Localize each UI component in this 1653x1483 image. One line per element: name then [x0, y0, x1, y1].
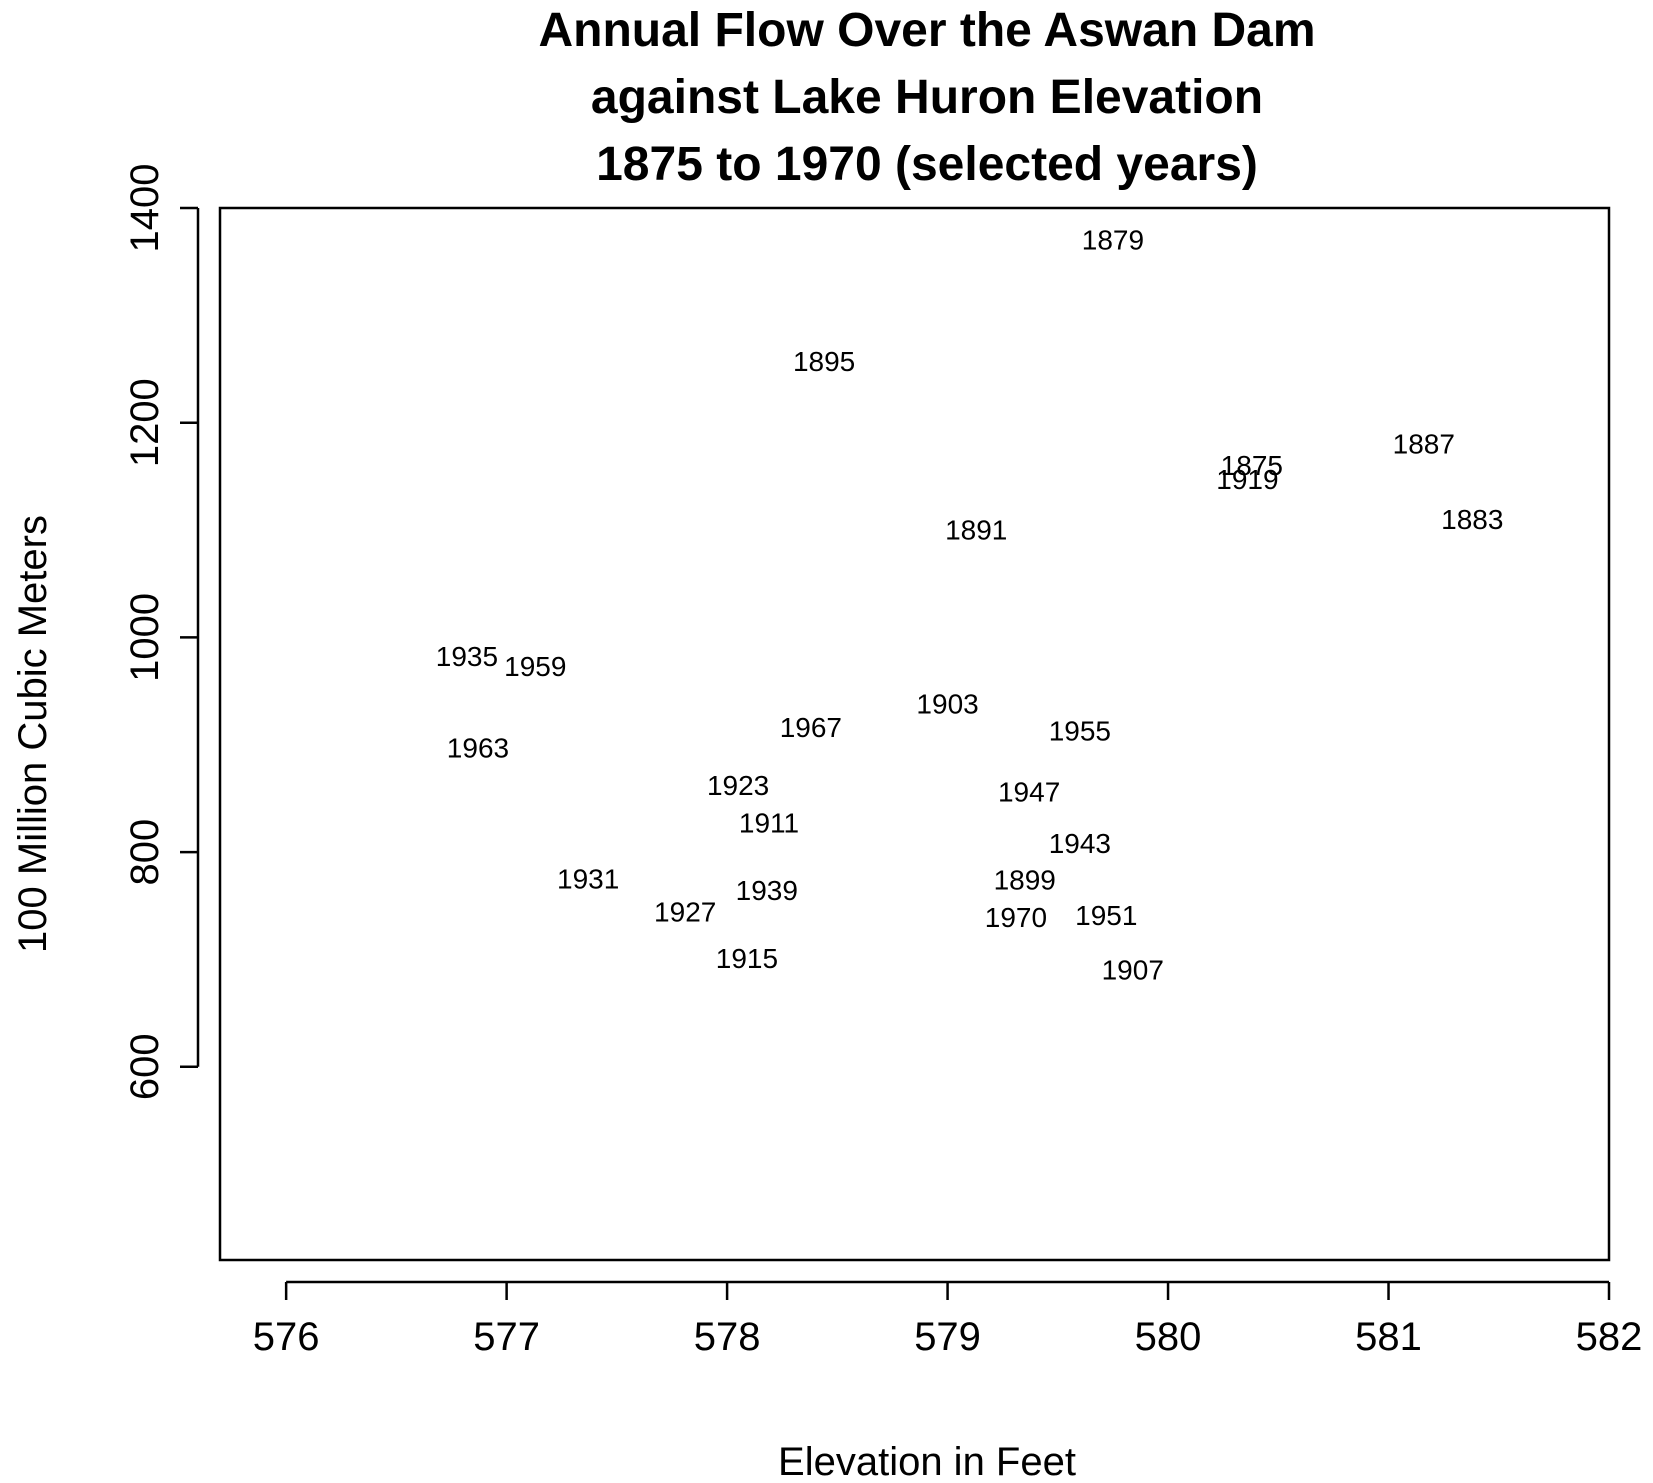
point-label-1915: 1915: [716, 943, 778, 974]
y-tick-label: 800: [123, 819, 167, 886]
point-label-1943: 1943: [1049, 828, 1111, 859]
point-label-1903: 1903: [916, 688, 978, 719]
point-label-1951: 1951: [1075, 900, 1137, 931]
x-tick-label: 577: [473, 1315, 540, 1359]
point-label-1939: 1939: [736, 875, 798, 906]
title-line-2: against Lake Huron Elevation: [591, 71, 1263, 124]
x-tick-label: 581: [1355, 1315, 1422, 1359]
chart-title: Annual Flow Over the Aswan Dam against L…: [538, 4, 1315, 191]
point-label-1879: 1879: [1082, 225, 1144, 256]
x-tick-label: 582: [1576, 1315, 1643, 1359]
point-label-1935: 1935: [436, 641, 498, 672]
y-tick-label: 1000: [123, 593, 167, 682]
point-label-1963: 1963: [447, 732, 509, 763]
point-label-1895: 1895: [793, 346, 855, 377]
point-label-1919: 1919: [1216, 464, 1278, 495]
point-label-1899: 1899: [994, 864, 1056, 895]
x-tick-label: 580: [1135, 1315, 1202, 1359]
point-label-1923: 1923: [707, 770, 769, 801]
point-label-1947: 1947: [998, 776, 1060, 807]
point-labels: 1875 1879 1883 1887 1891 1895 1899 1903 1907 1911…: [436, 225, 1504, 986]
y-axis-title: 100 Million Cubic Meters: [11, 515, 55, 953]
title-line-3: 1875 to 1970 (selected years): [596, 138, 1258, 191]
point-label-1955: 1955: [1049, 715, 1111, 746]
y-tick-label: 1200: [123, 378, 167, 467]
y-tick-label: 1400: [123, 164, 167, 253]
x-tick-label: 576: [253, 1315, 320, 1359]
x-tick-label: 579: [914, 1315, 981, 1359]
point-label-1927: 1927: [654, 897, 716, 928]
point-label-1911: 1911: [739, 808, 799, 839]
point-label-1970: 1970: [985, 902, 1047, 933]
point-label-1907: 1907: [1102, 955, 1164, 986]
point-label-1967: 1967: [780, 712, 842, 743]
x-axis-title: Elevation in Feet: [778, 1440, 1076, 1483]
y-tick-label: 600: [123, 1033, 167, 1100]
x-axis: 576 577 578 579 580 581 582: [253, 1280, 1643, 1359]
point-label-1883: 1883: [1441, 504, 1503, 535]
point-label-1931: 1931: [557, 863, 619, 894]
point-label-1959: 1959: [504, 651, 566, 682]
point-label-1891: 1891: [945, 515, 1007, 546]
title-line-1: Annual Flow Over the Aswan Dam: [538, 4, 1315, 57]
plot-area-frame: [218, 206, 1611, 1262]
point-label-1875: 1875: [1221, 450, 1283, 481]
x-tick-label: 578: [694, 1315, 761, 1359]
point-label-1887: 1887: [1393, 429, 1455, 460]
y-axis: 600 800 1000 1200 1400: [123, 164, 200, 1100]
